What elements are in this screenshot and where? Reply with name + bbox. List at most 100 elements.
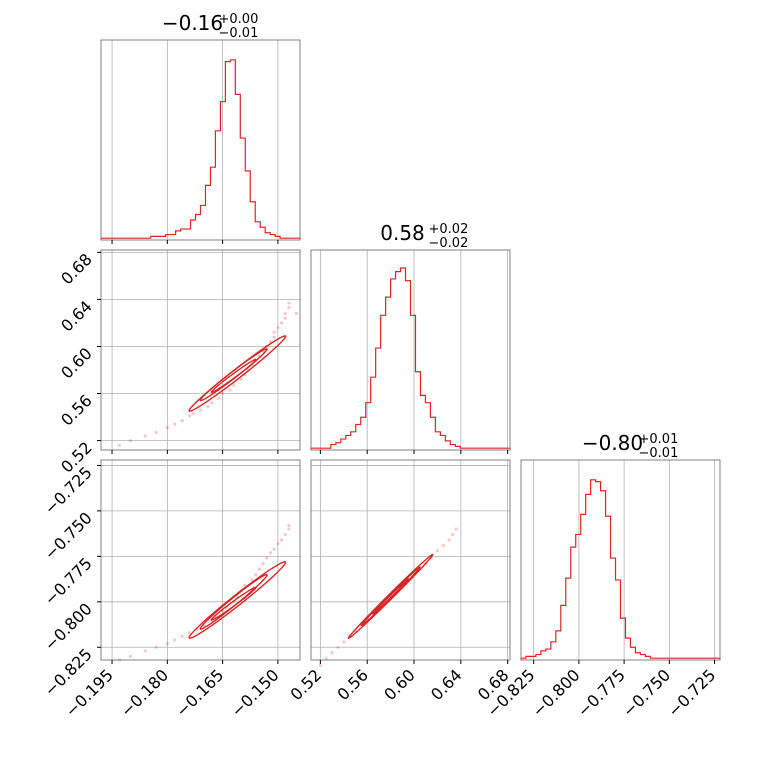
sample-point: [143, 649, 147, 653]
title-lower-error: −0.02: [429, 236, 469, 251]
sample-point: [117, 443, 122, 447]
x-tick-label: −0.725: [664, 665, 719, 720]
histogram-panel-frame: [520, 459, 721, 661]
scatter-group: [117, 523, 291, 662]
sample-point: [272, 330, 276, 334]
sample-point: [283, 316, 287, 320]
y-tick-label: −0.775: [41, 554, 96, 609]
sample-point: [254, 572, 258, 577]
y-tick-label: 0.60: [57, 344, 96, 383]
y-tick-label: 0.68: [57, 250, 96, 289]
x-tick-label: −0.775: [574, 665, 629, 720]
sample-point: [283, 311, 287, 316]
sample-point: [209, 401, 214, 405]
sample-point: [154, 430, 158, 434]
histogram-step: [100, 59, 301, 240]
scatter-group: [117, 301, 298, 447]
density-contour: [371, 578, 410, 615]
sample-point: [257, 567, 262, 571]
title-lower-error: −0.01: [219, 26, 259, 41]
x-tick-label: −0.150: [227, 665, 282, 720]
panel-title: 0.58: [380, 221, 425, 245]
sample-point: [128, 654, 133, 658]
sample-point: [165, 426, 169, 430]
sample-point: [279, 538, 284, 542]
sample-point: [191, 411, 195, 416]
sample-point: [221, 391, 225, 396]
sample-point: [217, 396, 221, 400]
sample-point: [318, 663, 322, 668]
sample-point: [454, 527, 458, 531]
title-median: 0.58: [380, 221, 425, 245]
title-lower-error: −0.01: [639, 446, 679, 461]
sample-point: [143, 434, 147, 438]
title-upper-error: +0.01: [639, 432, 679, 447]
sample-point: [268, 551, 273, 555]
histogram-panel-frame: [100, 39, 301, 241]
sample-point: [294, 311, 298, 316]
sample-point: [165, 642, 169, 646]
sample-point: [272, 335, 276, 339]
sample-point: [287, 301, 291, 305]
y-tick-label: 0.56: [57, 391, 96, 430]
density-contour: [347, 553, 434, 639]
density-contour: [210, 586, 257, 621]
sample-point: [180, 418, 184, 423]
sample-point: [228, 388, 232, 392]
title-median: −0.80: [582, 431, 643, 455]
sample-point: [447, 538, 451, 542]
y-tick-label: 0.64: [57, 297, 96, 336]
sample-point: [128, 438, 133, 443]
title-median: −0.16: [162, 11, 223, 35]
sample-point: [279, 321, 284, 325]
x-tick-label: 0.64: [427, 665, 466, 704]
sample-point: [261, 562, 265, 566]
sample-point: [336, 645, 340, 649]
sample-point: [243, 583, 247, 588]
x-tick-label: −0.165: [172, 665, 227, 720]
x-tick-label: −0.800: [528, 665, 583, 720]
sample-point: [206, 404, 210, 409]
y-tick-label: −0.800: [41, 599, 96, 654]
x-tick-label: 0.56: [333, 665, 372, 704]
x-tick-label: 0.60: [380, 665, 419, 704]
density-contour: [188, 335, 287, 412]
scatter-panel-frame: [100, 459, 301, 661]
sample-point: [173, 638, 177, 642]
sample-point: [276, 542, 280, 546]
sample-point: [441, 543, 445, 548]
sample-point: [287, 523, 291, 528]
sample-point: [187, 414, 192, 418]
y-tick-label: −0.750: [41, 508, 96, 563]
sample-point: [250, 578, 254, 582]
sample-point: [451, 532, 455, 537]
sample-point: [198, 408, 203, 412]
sample-point: [342, 640, 346, 644]
sample-point: [187, 631, 192, 635]
density-contour: [199, 348, 268, 402]
histogram-panel-frame: [310, 249, 511, 451]
sample-point: [239, 377, 243, 382]
x-tick-label: 0.52: [287, 665, 326, 704]
histogram-step: [310, 267, 511, 450]
density-contour: [188, 561, 287, 639]
scatter-panel-frame: [100, 249, 301, 451]
sample-point: [180, 634, 184, 638]
sample-point: [232, 383, 236, 387]
sample-point: [330, 651, 334, 655]
panel-title: −0.80: [582, 431, 643, 455]
sample-point: [287, 527, 291, 531]
title-upper-error: +0.00: [219, 12, 259, 27]
x-tick-label: −0.750: [619, 665, 674, 720]
x-tick-label: −0.180: [117, 665, 172, 720]
sample-point: [276, 326, 280, 330]
sample-point: [283, 532, 287, 537]
sample-point: [435, 549, 440, 553]
density-contour: [210, 358, 257, 394]
sample-point: [287, 306, 291, 310]
title-upper-error: +0.02: [429, 222, 469, 237]
sample-point: [324, 656, 328, 660]
scatter-panel-frame: [310, 459, 511, 661]
sample-point: [154, 645, 158, 649]
